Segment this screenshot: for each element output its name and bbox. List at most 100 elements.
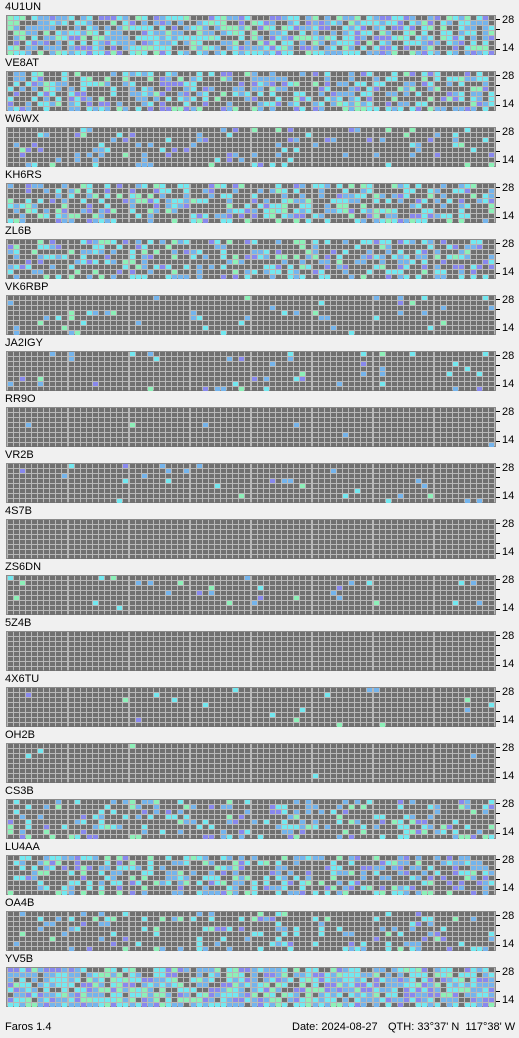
band-cell [465, 51, 470, 55]
band-cell [459, 382, 464, 386]
band-cell [203, 26, 208, 30]
band-cell [319, 199, 324, 203]
band-cell [306, 128, 311, 132]
band-cell [203, 128, 208, 132]
band-cell [325, 87, 330, 91]
band-cell [142, 209, 147, 213]
band-cell [404, 158, 409, 162]
band-cell [105, 158, 110, 162]
band-cell [282, 143, 287, 147]
band-cell [410, 102, 415, 106]
band-cell [69, 133, 74, 137]
band-cell [483, 275, 488, 279]
band-cell [75, 92, 80, 96]
band-cell [142, 31, 147, 35]
band-cell [398, 306, 403, 310]
band-cell [44, 311, 49, 315]
band-cell [69, 153, 74, 157]
band-cell [404, 301, 409, 305]
band-cell [221, 21, 226, 25]
band-cell [386, 357, 391, 361]
band-cell [117, 408, 122, 412]
band-cell [239, 199, 244, 203]
band-cell [319, 219, 324, 223]
band-cell [306, 367, 311, 371]
band-cell [130, 21, 135, 25]
band-cell [270, 209, 275, 213]
band-cell [215, 194, 220, 198]
band-cell [26, 260, 31, 264]
band-cell [99, 31, 104, 35]
band-cell [428, 321, 433, 325]
band-cell [325, 214, 330, 218]
band-cell [258, 199, 263, 203]
band-cell [459, 331, 464, 335]
band-cell [386, 260, 391, 264]
band-cell [245, 316, 250, 320]
band-cell [32, 250, 37, 254]
band-cell [87, 377, 92, 381]
band-cell [166, 46, 171, 50]
band-cell [465, 387, 470, 391]
band-cell [270, 133, 275, 137]
band-cell [172, 148, 177, 152]
band-cell [453, 72, 458, 76]
band-cell [62, 148, 67, 152]
band-cell [459, 41, 464, 45]
band-cell [44, 102, 49, 106]
band-cell [56, 194, 61, 198]
band-cell [32, 387, 37, 391]
band-cell [392, 275, 397, 279]
band-cell [319, 382, 324, 386]
band-cell [81, 326, 86, 330]
band-cell [477, 245, 482, 249]
band-cell [233, 87, 238, 91]
band-cell [465, 148, 470, 152]
band-cell [99, 255, 104, 259]
band-cell [184, 92, 189, 96]
band-cell [209, 270, 214, 274]
band-cell [239, 357, 244, 361]
band-cell [300, 82, 305, 86]
band-cell [483, 31, 488, 35]
band-cell [441, 255, 446, 259]
band-cell [422, 250, 427, 254]
band-cell [337, 46, 342, 50]
band-cell [117, 321, 122, 325]
band-cell [203, 194, 208, 198]
band-cell [374, 260, 379, 264]
band-cell [422, 331, 427, 335]
band-cell [410, 331, 415, 335]
band-cell [276, 41, 281, 45]
band-cell [288, 128, 293, 132]
band-cell [99, 306, 104, 310]
band-cell [154, 260, 159, 264]
band-cell [288, 199, 293, 203]
band-cell [178, 153, 183, 157]
band-cell [184, 26, 189, 30]
band-cell [166, 148, 171, 152]
band-cell [44, 26, 49, 30]
band-cell [428, 382, 433, 386]
band-cell [239, 240, 244, 244]
band-cell [172, 270, 177, 274]
band-cell [191, 321, 196, 325]
band-cell [337, 214, 342, 218]
band-cell [215, 240, 220, 244]
band-cell [270, 72, 275, 76]
band-cell [191, 255, 196, 259]
axis-tick [496, 187, 500, 188]
band-cell [8, 158, 13, 162]
band-cell [38, 158, 43, 162]
band-cell [215, 311, 220, 315]
band-cell [428, 31, 433, 35]
band-cell [477, 301, 482, 305]
band-cell [264, 77, 269, 81]
band-cell [123, 306, 128, 310]
band-cell [154, 143, 159, 147]
band-cell [160, 143, 165, 147]
band-cell [26, 240, 31, 244]
band-cell [477, 362, 482, 366]
band-cell [160, 352, 165, 356]
band-cell [62, 184, 67, 188]
